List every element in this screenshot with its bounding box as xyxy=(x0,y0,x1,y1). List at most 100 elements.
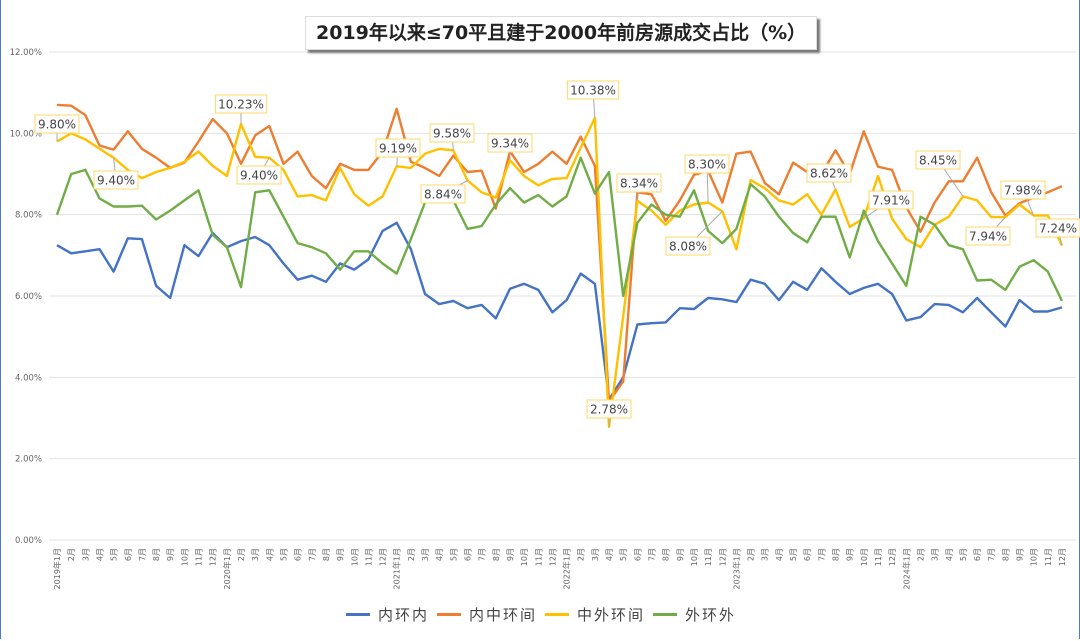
annotation-box xyxy=(616,173,662,193)
annotation-label: 8.62% xyxy=(810,167,848,181)
legend-item: 内环内 xyxy=(345,604,429,625)
x-tick-label: 10月 xyxy=(860,548,869,566)
annotation-box xyxy=(1035,218,1080,238)
annotation-label: 7.24% xyxy=(1039,222,1077,236)
annotation-box xyxy=(684,154,730,174)
x-tick-label: 12月 xyxy=(1058,548,1067,566)
annotation-label: 7.98% xyxy=(1004,184,1042,198)
x-tick-label: 6月 xyxy=(973,548,982,561)
chart-title: 2019年以来≤70平且建于2000年前房源成交占比（%） xyxy=(305,16,818,50)
x-tick-label: 12月 xyxy=(718,548,727,566)
x-tick-label: 11月 xyxy=(195,548,204,566)
x-tick-label: 4月 xyxy=(95,548,104,561)
x-tick-label: 5月 xyxy=(110,548,119,561)
annotation-box xyxy=(915,150,961,170)
annotation-label: 8.08% xyxy=(669,240,707,254)
x-tick-label: 7月 xyxy=(817,548,826,561)
y-tick-label: 4.00% xyxy=(15,373,42,383)
x-tick-label: 7月 xyxy=(987,548,996,561)
x-tick-label: 9月 xyxy=(166,548,175,561)
x-tick-label: 9月 xyxy=(676,548,685,561)
annotation-label: 8.84% xyxy=(424,188,462,202)
x-tick-label: 7月 xyxy=(648,548,657,561)
annotation-box xyxy=(236,165,282,185)
x-tick-label: 2021年1月 xyxy=(392,548,402,589)
x-tick-label: 8月 xyxy=(492,548,501,561)
legend-label: 中外环间 xyxy=(577,606,646,624)
x-tick-label: 5月 xyxy=(619,548,628,561)
series-line-0 xyxy=(56,221,1063,401)
annotation-box xyxy=(806,163,852,183)
legend-swatch xyxy=(436,613,461,616)
x-tick-label: 5月 xyxy=(789,548,798,561)
x-tick-label: 11月 xyxy=(1044,548,1053,566)
annotation-box xyxy=(487,133,533,153)
y-tick-label: 0.00% xyxy=(15,536,42,546)
x-tick-label: 9月 xyxy=(846,548,855,561)
x-tick-label: 2月 xyxy=(237,548,246,561)
series-line-1 xyxy=(56,103,1063,403)
annotation-label: 8.34% xyxy=(620,177,658,191)
x-tick-label: 12月 xyxy=(379,548,388,566)
x-tick-label: 11月 xyxy=(704,548,713,566)
x-tick-label: 2月 xyxy=(407,548,416,561)
x-tick-label: 2024年1月 xyxy=(901,548,911,589)
x-tick-label: 4月 xyxy=(775,548,784,561)
x-tick-label: 3月 xyxy=(81,548,90,561)
x-tick-label: 4月 xyxy=(435,548,444,561)
annotation-label: 7.91% xyxy=(872,194,910,208)
x-tick-label: 5月 xyxy=(279,548,288,561)
legend-swatch xyxy=(545,613,569,616)
annotation-label: 9.40% xyxy=(240,169,278,183)
legend-swatch xyxy=(653,613,678,616)
legend: 内环内 内中环间 中外环间 外环外 xyxy=(1,602,1080,625)
y-tick-label: 8.00% xyxy=(15,211,42,221)
x-tick-label: 8月 xyxy=(1001,548,1010,561)
annotation-label: 9.80% xyxy=(38,118,76,132)
x-tick-label: 3月 xyxy=(931,548,940,561)
annotation-label: 10.38% xyxy=(570,84,616,98)
x-tick-label: 2月 xyxy=(577,548,586,561)
annotation-label: 9.58% xyxy=(433,127,471,141)
annotation-box xyxy=(420,184,466,204)
x-tick-label: 7月 xyxy=(138,548,147,561)
x-tick-label: 11月 xyxy=(534,548,543,566)
x-tick-label: 4月 xyxy=(265,548,274,561)
x-tick-label: 2月 xyxy=(916,548,925,561)
legend-item: 中外环间 xyxy=(545,604,645,625)
x-tick-label: 12月 xyxy=(548,548,557,566)
x-tick-label: 11月 xyxy=(364,548,373,566)
annotation-label: 8.30% xyxy=(688,158,726,172)
annotation-label: 2.78% xyxy=(590,403,628,417)
annotation-box xyxy=(965,226,1011,246)
x-tick-label: 6月 xyxy=(124,548,133,561)
x-tick-label: 12月 xyxy=(888,548,897,566)
legend-item: 内中环间 xyxy=(436,604,537,625)
annotation-label: 9.34% xyxy=(491,137,529,151)
legend-item: 外环外 xyxy=(653,604,736,625)
x-tick-label: 10月 xyxy=(180,548,189,566)
x-tick-label: 2月 xyxy=(747,548,756,561)
x-tick-label: 2020年1月 xyxy=(222,548,232,589)
x-tick-label: 8月 xyxy=(662,548,671,561)
series-line-2 xyxy=(56,116,1064,429)
legend-label: 内环内 xyxy=(377,606,429,624)
x-tick-label: 10月 xyxy=(350,548,359,566)
x-tick-label: 8月 xyxy=(322,548,331,561)
x-tick-label: 8月 xyxy=(832,548,841,561)
annotation-box xyxy=(214,94,268,114)
annotation-box xyxy=(34,114,80,134)
x-tick-label: 12月 xyxy=(209,548,218,566)
x-tick-label: 3月 xyxy=(421,548,430,561)
x-tick-label: 10月 xyxy=(690,548,699,566)
y-tick-label: 6.00% xyxy=(15,292,42,302)
annotation-box xyxy=(429,123,475,143)
x-tick-label: 10月 xyxy=(1030,548,1039,566)
x-tick-label: 3月 xyxy=(761,548,770,561)
x-tick-label: 2022年1月 xyxy=(562,548,572,589)
x-tick-label: 6月 xyxy=(463,548,472,561)
annotation-box xyxy=(868,190,914,210)
x-tick-label: 9月 xyxy=(336,548,345,561)
series-line-3 xyxy=(55,156,1064,302)
annotation-box xyxy=(586,399,632,419)
